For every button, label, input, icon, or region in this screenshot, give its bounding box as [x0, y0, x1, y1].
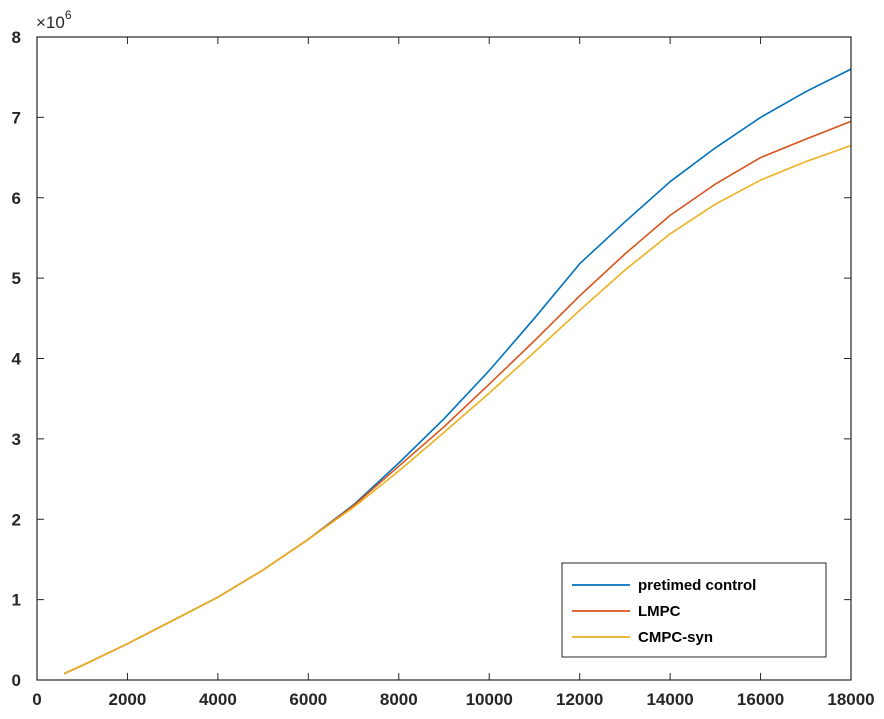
legend-box [561, 562, 827, 658]
x-tick-label: 2000 [109, 690, 147, 709]
y-exponent-power: 6 [65, 8, 72, 22]
series-layer [63, 68, 852, 675]
x-tick-label: 8000 [380, 690, 418, 709]
y-tick-label: 6 [12, 189, 21, 208]
y-exponent-label: ×106 [36, 8, 72, 32]
y-tick-label: 3 [12, 430, 21, 449]
legend-label-2: LMPC [638, 603, 681, 620]
y-tick-label: 0 [12, 671, 21, 690]
x-tick-label: 4000 [199, 690, 237, 709]
y-tick-label: 8 [12, 28, 21, 47]
y-tick-label: 4 [12, 350, 22, 369]
x-tick-label: 10000 [466, 690, 513, 709]
series-line-3 [63, 144, 852, 675]
x-tick-label: 0 [32, 690, 41, 709]
x-tick-label: 12000 [556, 690, 603, 709]
y-tick-label: 1 [12, 591, 21, 610]
x-tick-label: 16000 [737, 690, 784, 709]
axes-layer: 0 2000 4000 6000 8000 10000 12000 14000 16000 180… [12, 8, 875, 709]
legend: pretimed control LMPC CMPC-syn [561, 562, 827, 658]
legend-label-1: pretimed control [638, 577, 756, 594]
legend-label-3: CMPC-syn [638, 629, 713, 646]
x-tick-label: 18000 [827, 690, 874, 709]
y-tick-label: 2 [12, 510, 21, 529]
x-tick-label: 6000 [289, 690, 327, 709]
y-tick-label: 7 [12, 108, 21, 127]
y-tick-label: 5 [12, 269, 21, 288]
x-tick-label: 14000 [646, 690, 693, 709]
